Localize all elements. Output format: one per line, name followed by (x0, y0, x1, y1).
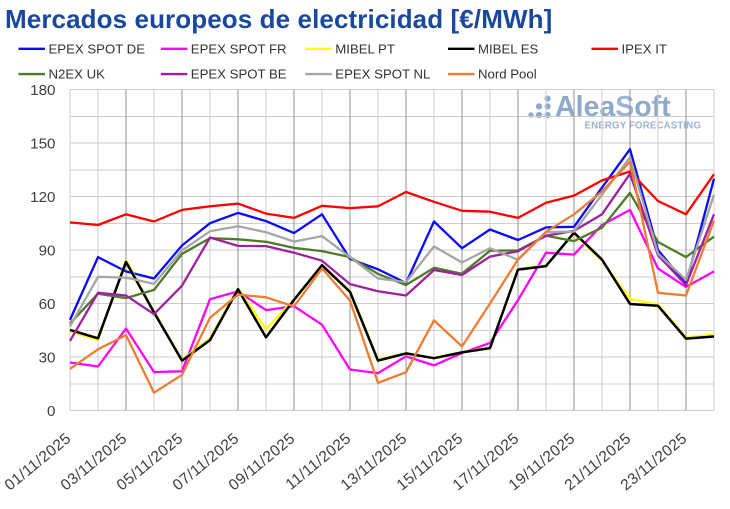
svg-text:60: 60 (39, 296, 56, 313)
svg-text:EPEX SPOT BE: EPEX SPOT BE (191, 67, 287, 82)
svg-text:EPEX SPOT DE: EPEX SPOT DE (49, 41, 146, 56)
svg-text:N2EX UK: N2EX UK (49, 67, 106, 82)
svg-text:0: 0 (47, 403, 55, 420)
svg-text:EPEX SPOT NL: EPEX SPOT NL (335, 67, 430, 82)
svg-text:150: 150 (30, 135, 55, 152)
svg-text:Nord Pool: Nord Pool (478, 67, 537, 82)
svg-text:180: 180 (30, 82, 55, 99)
svg-text:90: 90 (39, 242, 56, 259)
svg-text:MIBEL ES: MIBEL ES (478, 41, 539, 56)
svg-text:EPEX SPOT FR: EPEX SPOT FR (191, 41, 287, 56)
svg-text:120: 120 (30, 189, 55, 206)
svg-text:IPEX IT: IPEX IT (622, 41, 667, 56)
svg-text:MIBEL PT: MIBEL PT (335, 41, 395, 56)
svg-text:30: 30 (39, 349, 56, 366)
svg-text:ENERGY FORECASTING: ENERGY FORECASTING (585, 121, 702, 132)
